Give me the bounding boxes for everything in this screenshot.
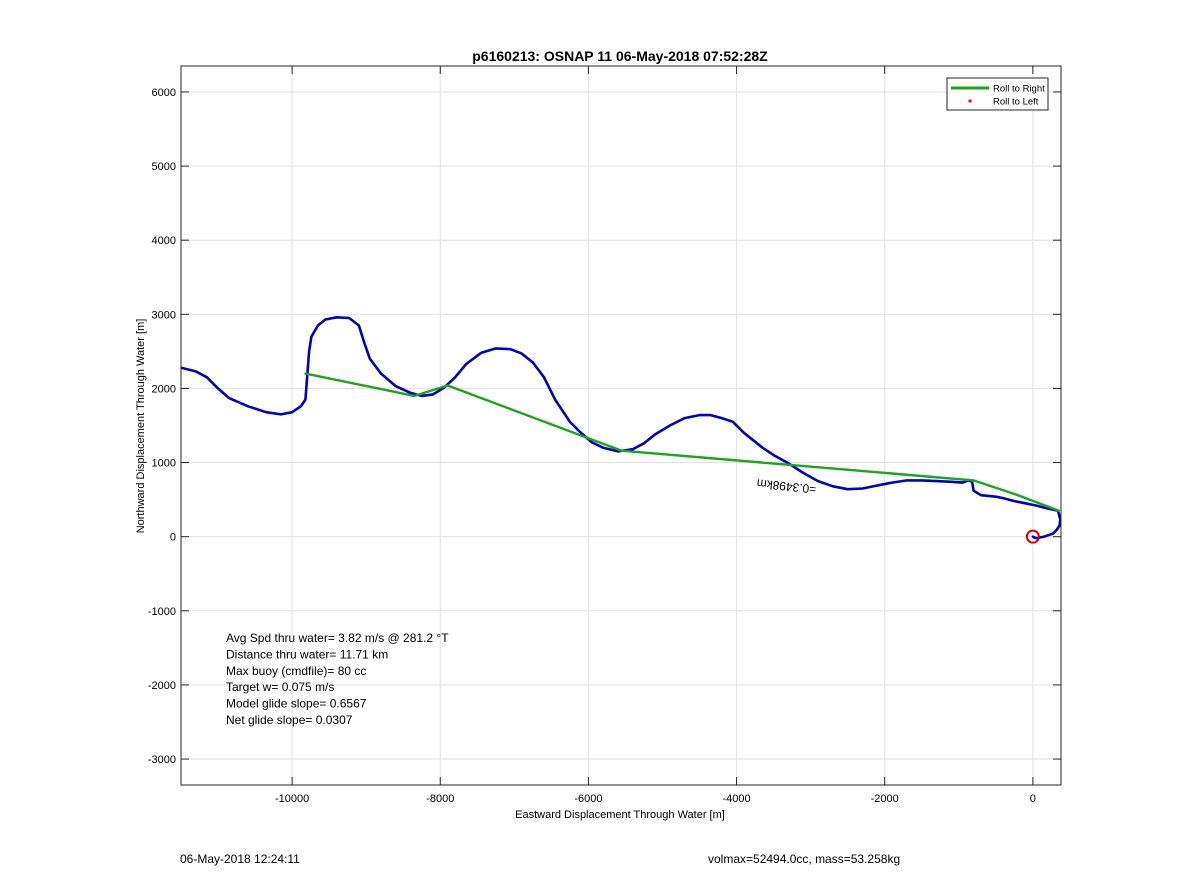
footer-vol-mass: volmax=52494.0cc, mass=53.258kg [708,852,901,866]
stat-line: Avg Spd thru water= 3.82 m/s @ 281.2 °T [226,631,449,645]
y-tick-label: -1000 [148,606,176,618]
y-tick-label: 5000 [152,161,176,173]
x-axis-label: Eastward Displacement Through Water [m] [515,809,725,821]
legend-dot-marker [968,99,972,103]
legend-box [946,77,1049,111]
x-tick-label: 0 [1030,793,1036,805]
footer-timestamp: 06-May-2018 12:24:11 [180,852,300,866]
stats-annotations: Avg Spd thru water= 3.82 m/s @ 281.2 °T D… [226,631,449,727]
x-tick-label: -8000 [426,793,454,805]
y-tick-label: 6000 [152,87,176,99]
stat-line: Distance thru water= 11.71 km [226,647,388,661]
plot-lines: =0.3498km [181,315,1061,544]
path-annotation: =0.3498km [756,476,817,496]
x-tick-label: -4000 [722,793,750,805]
x-tick-label: -6000 [574,793,602,805]
trajectory-line [181,315,1061,540]
x-tick-label: -2000 [871,793,899,805]
y-tick-label: 4000 [152,235,176,247]
axis-labels: p6160213: OSNAP 11 06-May-2018 07:52:28Z… [135,48,768,821]
stat-line: Target w= 0.075 m/s [226,680,334,694]
x-tick-label: -10000 [275,793,309,805]
legend-label: Roll to Left [993,97,1039,108]
roll-right-line [304,372,1061,512]
y-tick-label: 3000 [152,309,176,321]
grid-lines [181,66,1061,785]
y-tick-label: -3000 [148,754,176,766]
axes: -10000 -8000 -6000 -4000 -2000 0-3000-2000-10… [148,65,1062,805]
y-tick-label: 1000 [152,458,176,470]
y-tick-label: -2000 [148,680,176,692]
legend: Roll to Right Roll to Left [946,77,1049,111]
plot-frame [180,65,1062,786]
y-tick-label: 0 [170,532,176,544]
end-marker [1025,529,1040,544]
stat-line: Max buoy (cmdfile)= 80 cc [226,664,366,678]
chart-title: p6160213: OSNAP 11 06-May-2018 07:52:28Z [472,48,768,64]
stat-line: Net glide slope= 0.0307 [226,713,353,727]
y-tick-label: 2000 [152,383,176,395]
y-axis-label: Northward Displacement Through Water [m] [135,319,147,534]
stat-line: Model glide slope= 0.6567 [226,697,367,711]
legend-label: Roll to Right [993,84,1045,95]
